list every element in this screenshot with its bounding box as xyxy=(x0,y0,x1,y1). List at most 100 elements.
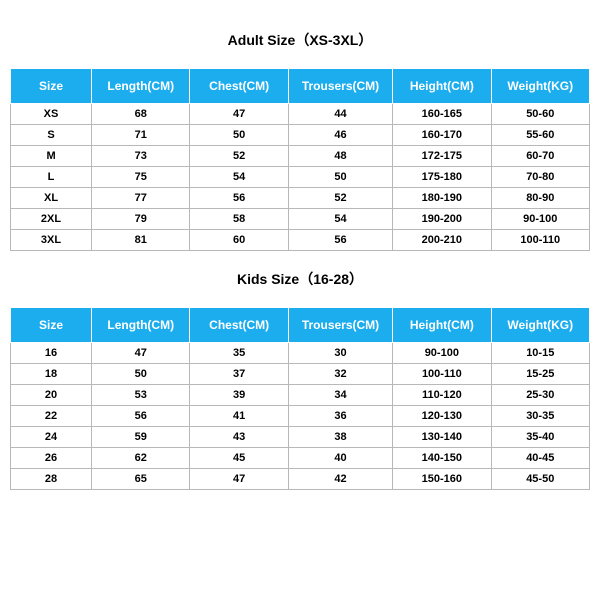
table-cell: 50 xyxy=(288,167,392,188)
table-cell: 81 xyxy=(92,230,190,251)
table-cell: 62 xyxy=(92,448,190,469)
table-cell: L xyxy=(11,167,92,188)
table-cell: 140-150 xyxy=(393,448,491,469)
table-cell: 35 xyxy=(190,343,288,364)
table-cell: 56 xyxy=(92,406,190,427)
table-row: M735248172-17560-70 xyxy=(11,146,590,167)
table-cell: XL xyxy=(11,188,92,209)
table-cell: 55-60 xyxy=(491,125,589,146)
table-cell: 3XL xyxy=(11,230,92,251)
table-row: 18503732100-11015-25 xyxy=(11,364,590,385)
table-row: 26624540140-15040-45 xyxy=(11,448,590,469)
column-header: Height(CM) xyxy=(393,69,491,104)
table-cell: 71 xyxy=(92,125,190,146)
table-row: 3XL816056200-210100-110 xyxy=(11,230,590,251)
column-header: Trousers(CM) xyxy=(288,308,392,343)
column-header: Weight(KG) xyxy=(491,69,589,104)
table-cell: 190-200 xyxy=(393,209,491,230)
kids-table-body: 1647353090-10010-1518503732100-11015-252… xyxy=(11,343,590,490)
table-cell: 47 xyxy=(190,104,288,125)
table-cell: 30-35 xyxy=(491,406,589,427)
adult-table-head: SizeLength(CM)Chest(CM)Trousers(CM)Heigh… xyxy=(11,69,590,104)
table-cell: 90-100 xyxy=(393,343,491,364)
table-cell: 35-40 xyxy=(491,427,589,448)
table-cell: 45 xyxy=(190,448,288,469)
table-cell: 10-15 xyxy=(491,343,589,364)
table-cell: 34 xyxy=(288,385,392,406)
table-cell: 79 xyxy=(92,209,190,230)
table-cell: 175-180 xyxy=(393,167,491,188)
kids-size-table: SizeLength(CM)Chest(CM)Trousers(CM)Heigh… xyxy=(10,307,590,490)
table-cell: 120-130 xyxy=(393,406,491,427)
table-cell: 39 xyxy=(190,385,288,406)
table-cell: 70-80 xyxy=(491,167,589,188)
table-row: 1647353090-10010-15 xyxy=(11,343,590,364)
table-cell: 130-140 xyxy=(393,427,491,448)
table-cell: 20 xyxy=(11,385,92,406)
table-cell: 54 xyxy=(288,209,392,230)
table-row: XL775652180-19080-90 xyxy=(11,188,590,209)
table-cell: 40-45 xyxy=(491,448,589,469)
table-cell: 150-160 xyxy=(393,469,491,490)
table-cell: 22 xyxy=(11,406,92,427)
column-header: Size xyxy=(11,69,92,104)
table-cell: 59 xyxy=(92,427,190,448)
table-cell: 200-210 xyxy=(393,230,491,251)
table-cell: 44 xyxy=(288,104,392,125)
table-cell: 37 xyxy=(190,364,288,385)
column-header: Length(CM) xyxy=(92,69,190,104)
table-cell: 25-30 xyxy=(491,385,589,406)
table-cell: 30 xyxy=(288,343,392,364)
table-cell: 110-120 xyxy=(393,385,491,406)
table-cell: 24 xyxy=(11,427,92,448)
table-row: L755450175-18070-80 xyxy=(11,167,590,188)
column-header: Height(CM) xyxy=(393,308,491,343)
table-cell: 2XL xyxy=(11,209,92,230)
table-cell: 65 xyxy=(92,469,190,490)
column-header: Chest(CM) xyxy=(190,308,288,343)
table-cell: 50 xyxy=(92,364,190,385)
kids-table-head: SizeLength(CM)Chest(CM)Trousers(CM)Heigh… xyxy=(11,308,590,343)
table-cell: 60 xyxy=(190,230,288,251)
table-row: XS684744160-16550-60 xyxy=(11,104,590,125)
table-row: S715046160-17055-60 xyxy=(11,125,590,146)
table-cell: 160-165 xyxy=(393,104,491,125)
table-cell: 52 xyxy=(190,146,288,167)
table-row: 2XL795854190-20090-100 xyxy=(11,209,590,230)
column-header: Trousers(CM) xyxy=(288,69,392,104)
kids-title: Kids Size（16-28） xyxy=(10,269,590,289)
adult-size-table: SizeLength(CM)Chest(CM)Trousers(CM)Heigh… xyxy=(10,68,590,251)
table-cell: 68 xyxy=(92,104,190,125)
table-cell: 28 xyxy=(11,469,92,490)
table-cell: 180-190 xyxy=(393,188,491,209)
table-cell: 60-70 xyxy=(491,146,589,167)
column-header: Length(CM) xyxy=(92,308,190,343)
table-cell: 16 xyxy=(11,343,92,364)
table-cell: 47 xyxy=(190,469,288,490)
table-cell: 46 xyxy=(288,125,392,146)
table-row: 28654742150-16045-50 xyxy=(11,469,590,490)
table-cell: 47 xyxy=(92,343,190,364)
column-header: Weight(KG) xyxy=(491,308,589,343)
table-cell: 100-110 xyxy=(491,230,589,251)
table-cell: 160-170 xyxy=(393,125,491,146)
table-row: 22564136120-13030-35 xyxy=(11,406,590,427)
table-cell: 77 xyxy=(92,188,190,209)
spacer xyxy=(10,251,590,269)
table-header-row: SizeLength(CM)Chest(CM)Trousers(CM)Heigh… xyxy=(11,69,590,104)
table-cell: 172-175 xyxy=(393,146,491,167)
table-cell: 38 xyxy=(288,427,392,448)
table-cell: 40 xyxy=(288,448,392,469)
table-cell: 50 xyxy=(190,125,288,146)
table-cell: 56 xyxy=(288,230,392,251)
table-row: 24594338130-14035-40 xyxy=(11,427,590,448)
table-cell: 26 xyxy=(11,448,92,469)
table-cell: 41 xyxy=(190,406,288,427)
table-header-row: SizeLength(CM)Chest(CM)Trousers(CM)Heigh… xyxy=(11,308,590,343)
table-cell: XS xyxy=(11,104,92,125)
table-cell: 36 xyxy=(288,406,392,427)
table-cell: S xyxy=(11,125,92,146)
table-cell: 75 xyxy=(92,167,190,188)
table-cell: 90-100 xyxy=(491,209,589,230)
table-cell: 73 xyxy=(92,146,190,167)
